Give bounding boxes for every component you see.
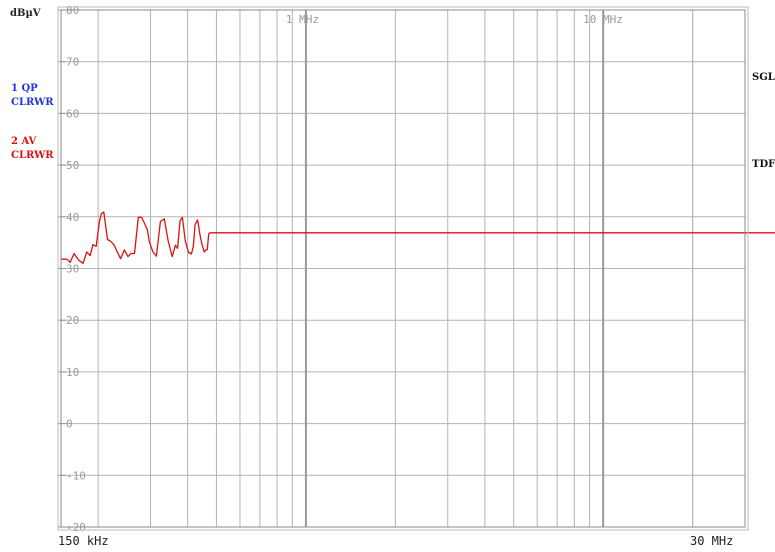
legend-trace-label: 1 QP	[11, 82, 38, 95]
series-layer	[61, 211, 775, 264]
y-tick-label: 10	[66, 366, 79, 379]
y-tick-label: 70	[66, 56, 79, 69]
sgl-indicator: SGL	[752, 72, 775, 83]
y-tick-label: 20	[66, 314, 79, 327]
plot-frame	[60, 9, 746, 528]
legend-trace-mode: CLRWR	[11, 150, 54, 161]
y-axis-unit-label: dBµV	[10, 8, 41, 19]
y-tick-label: 30	[66, 263, 79, 276]
y-tick-label: -10	[66, 469, 86, 482]
legend-trace-label: 2 AV	[11, 135, 36, 148]
legend-trace-index: 2	[11, 136, 18, 147]
x-tick-label: 1 MHz	[286, 13, 319, 26]
tdf-indicator: TDF	[752, 159, 775, 170]
x-axis-start-label: 150 kHz	[58, 534, 109, 548]
legend-trace-index: 1	[11, 83, 18, 94]
series-av-line	[61, 211, 775, 264]
grid-layer	[61, 10, 745, 527]
plot-frame-outer	[57, 6, 749, 531]
y-tick-label: 60	[66, 107, 79, 120]
y-tick-label: 40	[66, 211, 79, 224]
y-tick-label: 0	[66, 418, 73, 431]
legend-trace-detector: QP	[21, 83, 38, 94]
legend-trace-mode: CLRWR	[11, 97, 54, 108]
x-axis-end-label: 30 MHz	[690, 534, 733, 548]
x-tick-label: 10 MHz	[583, 13, 623, 26]
y-tick-label: 50	[66, 159, 79, 172]
legend-trace-detector: AV	[21, 136, 37, 147]
